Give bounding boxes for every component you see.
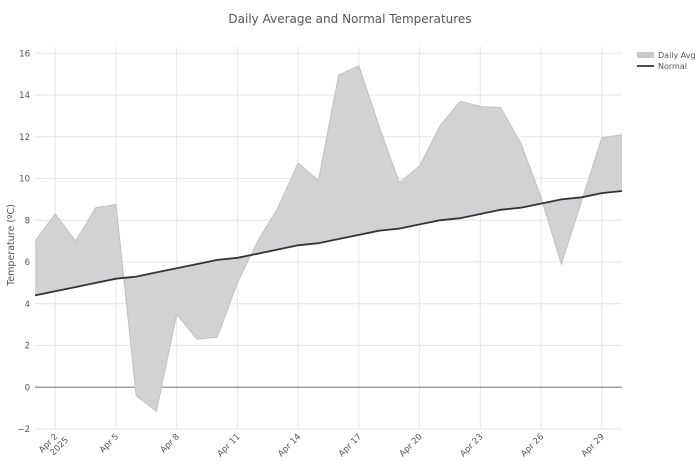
x-tick-label: Apr 17 xyxy=(337,432,364,459)
y-axis-ticks: −2 0 2 4 6 8 10 12 14 16 xyxy=(17,49,30,435)
legend-label-normal: Normal xyxy=(658,62,687,71)
x-tick-label: Apr 20 xyxy=(398,432,425,459)
y-tick-label: 8 xyxy=(25,216,30,226)
chart-title: Daily Average and Normal Temperatures xyxy=(228,12,471,26)
x-tick-label: Apr 23 xyxy=(458,432,485,459)
y-tick-label: 10 xyxy=(19,175,30,185)
daily-avg-line xyxy=(34,65,623,413)
y-tick-label: 2 xyxy=(25,342,30,352)
x-tick: Apr 23 xyxy=(458,432,485,459)
y-tick-label: 14 xyxy=(19,91,30,101)
legend: Daily Avg Normal xyxy=(637,51,696,71)
x-tick-label: Apr 26 xyxy=(519,432,546,459)
x-tick: Apr 17 xyxy=(337,432,364,459)
x-tick: Apr 14 xyxy=(276,432,303,459)
legend-label-daily-avg: Daily Avg xyxy=(658,51,696,60)
x-tick-label: Apr 11 xyxy=(215,432,242,459)
x-tick-label: Apr 5 xyxy=(98,432,121,455)
x-tick: Apr 5 xyxy=(98,432,121,455)
y-tick-label: 16 xyxy=(19,49,30,59)
daily-avg-fill-area xyxy=(35,65,622,412)
x-tick: Apr 29 xyxy=(580,432,607,459)
y-tick-label: 0 xyxy=(25,383,30,393)
normal-line xyxy=(34,190,623,297)
y-tick-label: −2 xyxy=(17,425,30,435)
x-tick: Apr 8 xyxy=(159,432,182,455)
x-tick-label: Apr 8 xyxy=(159,432,182,455)
x-tick: Apr 26 xyxy=(519,432,546,459)
legend-swatch-daily-avg xyxy=(637,52,654,58)
x-tick-label: Apr 29 xyxy=(580,432,607,459)
x-tick: Apr 20 xyxy=(398,432,425,459)
x-tick-label: Apr 14 xyxy=(276,432,303,459)
y-tick-label: 6 xyxy=(25,258,30,268)
y-axis-label: Temperature (ºC) xyxy=(6,204,17,287)
x-tick: Apr 11 xyxy=(215,432,242,459)
y-tick-label: 4 xyxy=(25,300,30,310)
y-tick-label: 12 xyxy=(19,133,30,143)
